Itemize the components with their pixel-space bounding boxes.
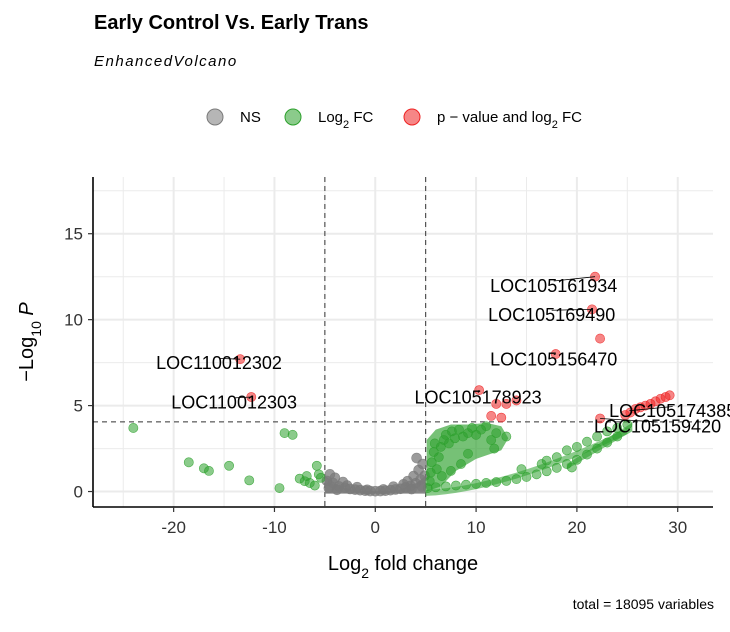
- label-connector: [477, 389, 480, 393]
- data-point: [315, 472, 326, 483]
- y-tick-label: 15: [64, 225, 83, 244]
- x-tick-label: 20: [567, 518, 586, 537]
- legend: NS Log2 FC p − value and log2 FC: [206, 108, 582, 131]
- data-point: [309, 480, 320, 491]
- chart-caption: total = 18095 variables: [572, 596, 714, 612]
- label-connector: [234, 396, 252, 399]
- data-points: [128, 271, 675, 497]
- y-tick-label: 5: [74, 397, 83, 416]
- fc-point-cluster: [426, 422, 509, 492]
- grid-lines: [93, 177, 713, 507]
- data-point: [128, 423, 139, 433]
- gene-label: LOC105178923: [415, 387, 542, 407]
- data-point: [411, 452, 422, 464]
- cutoff-lines: [93, 177, 713, 507]
- legend-key: [284, 108, 302, 126]
- data-point: [301, 471, 312, 481]
- label-connector: [553, 353, 556, 356]
- legend-label: p − value and log2 FC: [437, 109, 582, 131]
- label-connector: [600, 418, 658, 423]
- data-point: [279, 428, 290, 438]
- data-point: [274, 483, 285, 493]
- x-tick-label: -10: [262, 518, 287, 537]
- label-connector: [553, 276, 596, 282]
- label-connector: [629, 406, 673, 412]
- fc-point-ridge: [566, 422, 633, 470]
- legend-label: NS: [240, 109, 261, 126]
- axes: -20 -10 0 10 20 30 0 5 10 15 Log2 fold change −Log1…: [16, 177, 713, 581]
- chart-title: Early Control Vs. Early Trans: [94, 12, 369, 34]
- legend-key: [206, 108, 224, 126]
- data-point: [311, 460, 322, 471]
- fc-point-band: [425, 427, 628, 496]
- gene-label: LOC105169490: [488, 305, 615, 325]
- x-tick-label: 10: [467, 518, 486, 537]
- data-point: [602, 426, 613, 437]
- legend-key: [403, 108, 421, 126]
- x-tick-label: 30: [668, 518, 687, 537]
- gene-labels: LOC105161934 LOC105169490 LOC105156470 LOC1…: [156, 276, 730, 437]
- data-point: [496, 412, 507, 423]
- data-point: [224, 460, 234, 471]
- y-tick-label: 0: [74, 483, 83, 502]
- data-point: [582, 436, 592, 447]
- x-axis-title: Log2 fold change: [328, 553, 478, 581]
- y-axis-title: −Log10 P: [16, 302, 44, 382]
- label-connectors: [219, 276, 673, 423]
- gene-label: LOC105156470: [490, 350, 617, 370]
- data-point: [486, 411, 497, 421]
- data-point: [664, 390, 675, 401]
- gene-label: LOC110012303: [171, 393, 297, 413]
- x-tick-label: -20: [161, 518, 186, 537]
- data-point: [561, 445, 572, 456]
- data-point: [183, 457, 194, 468]
- data-point: [501, 398, 512, 409]
- data-point: [592, 431, 602, 442]
- data-point: [595, 333, 605, 344]
- data-point: [287, 429, 298, 440]
- gene-label: LOC105174385: [609, 401, 730, 421]
- label-connector: [219, 357, 241, 360]
- data-point: [204, 466, 214, 476]
- data-point: [244, 475, 255, 486]
- gene-label: LOC105161934: [490, 276, 617, 296]
- x-tick-label: 0: [371, 518, 380, 537]
- label-connector: [551, 308, 593, 311]
- chart-subtitle: EnhancedVolcano: [94, 53, 238, 70]
- legend-label: Log2 FC: [318, 109, 373, 131]
- data-point: [491, 398, 502, 409]
- data-point: [511, 395, 522, 406]
- gene-label: LOC110012302: [156, 353, 282, 373]
- ns-point-cluster: [324, 475, 426, 494]
- gene-label: LOC105159420: [594, 417, 721, 437]
- y-tick-label: 10: [64, 311, 83, 330]
